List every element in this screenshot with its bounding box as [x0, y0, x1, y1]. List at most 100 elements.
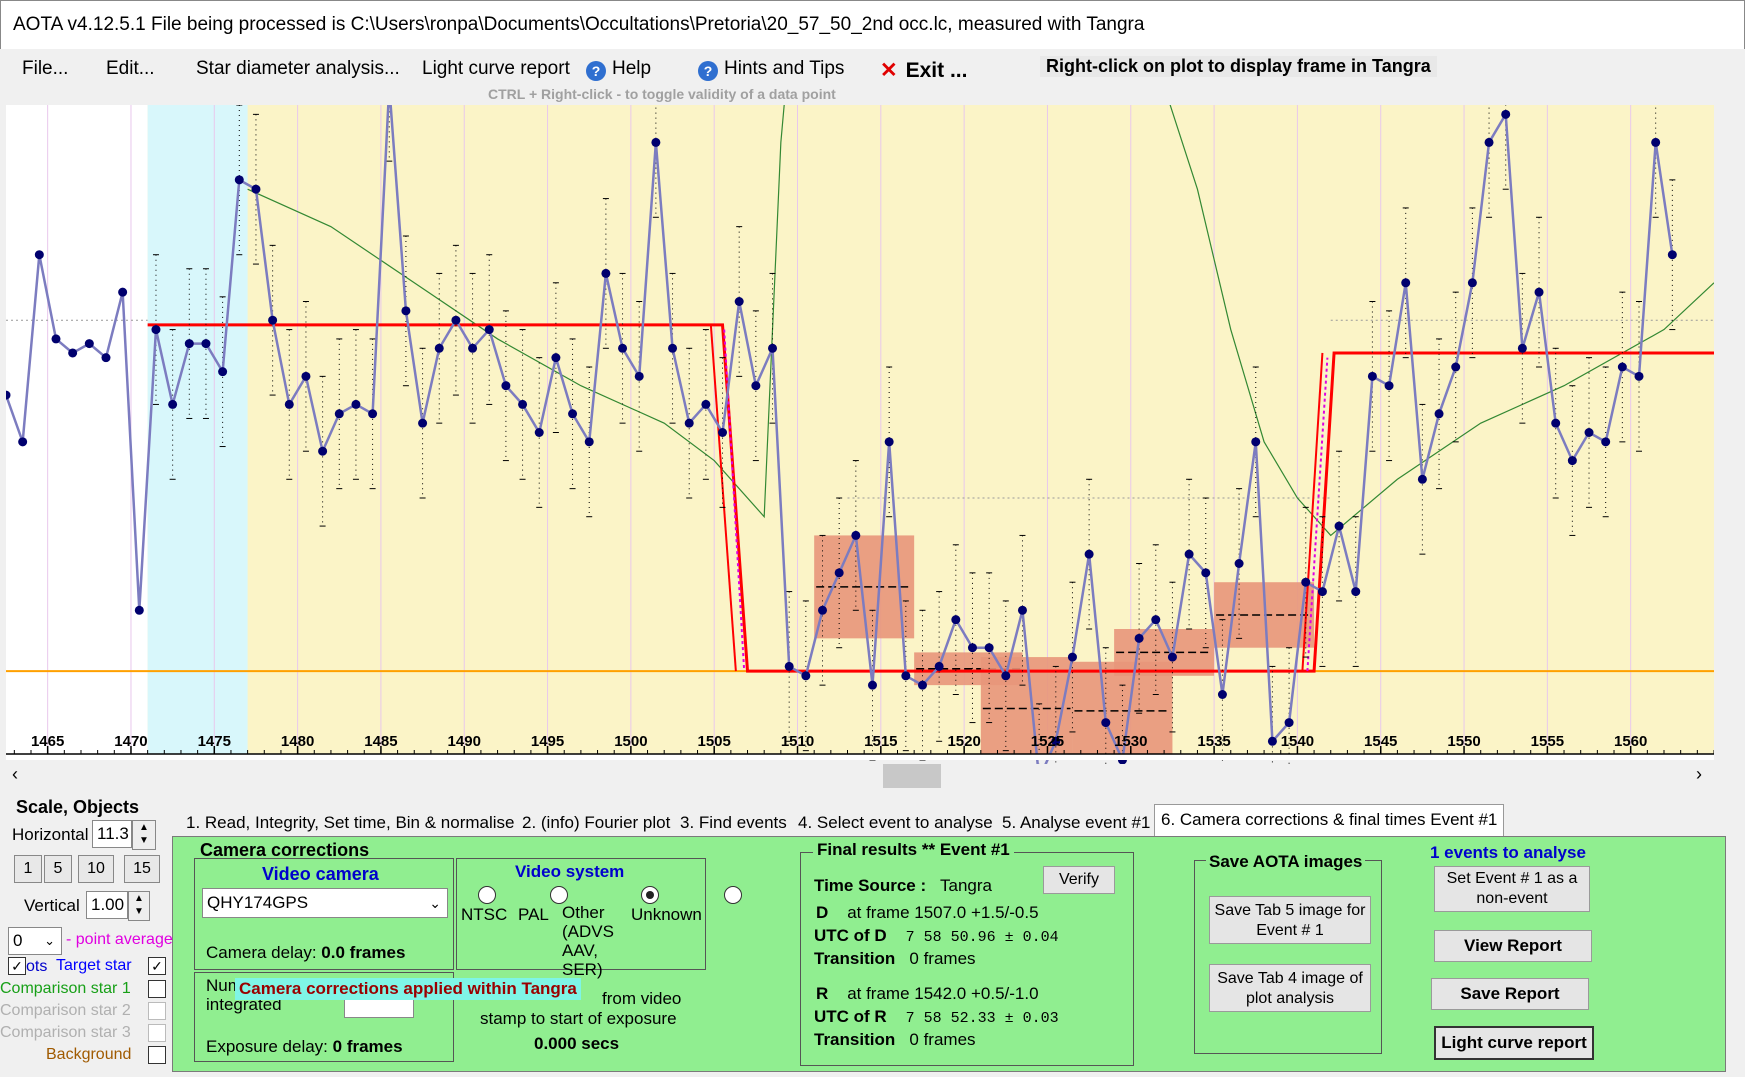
menu-file[interactable]: File... [22, 58, 69, 79]
comparison-star-1-checkbox[interactable] [148, 980, 166, 998]
tab-fourier-plot[interactable]: 2. (info) Fourier plot [522, 813, 671, 832]
data-point [451, 315, 461, 325]
horizontal-spinner-arrows-icon[interactable]: ▲ ▼ [132, 820, 156, 850]
save-images-title: Save AOTA images [1206, 852, 1366, 872]
tab-select-event[interactable]: 4. Select event to analyse [798, 813, 993, 832]
final-results-title: Final results ** Event #1 [813, 840, 1014, 860]
x-tick-label: 1485 [364, 733, 397, 750]
save-report-button[interactable]: Save Report [1431, 978, 1589, 1010]
data-point [751, 381, 761, 391]
menu-help[interactable]: ? Help [586, 58, 651, 81]
scroll-right-icon[interactable]: › [1696, 764, 1702, 784]
x-tick-label: 1550 [1447, 733, 1480, 750]
zoom-5-button[interactable]: 5 [44, 855, 72, 883]
scroll-left-icon[interactable]: ‹ [12, 764, 18, 784]
utc-r: UTC of R 7 58 52.33 ± 0.03 [814, 1007, 1059, 1027]
data-point [834, 568, 844, 578]
data-point [518, 399, 528, 409]
close-icon: ✕ [880, 59, 898, 82]
plots-checkbox[interactable]: ✓ [8, 957, 26, 975]
pal-radio[interactable] [549, 886, 568, 904]
data-point [234, 175, 244, 185]
data-point [734, 297, 744, 306]
data-point [984, 643, 994, 653]
ntsc-radio[interactable] [478, 886, 496, 904]
data-point [884, 437, 894, 447]
x-tick-label: 1490 [448, 733, 481, 750]
transition-r-value: 0 frames [909, 1030, 976, 1049]
horizontal-scale-input[interactable]: 11.3 [92, 820, 132, 848]
x-tick-label: 1475 [198, 733, 231, 750]
data-point [1384, 381, 1394, 391]
zoom-1-button[interactable]: 1 [14, 855, 42, 883]
scroll-thumb[interactable] [883, 764, 941, 788]
verify-button[interactable]: Verify [1043, 866, 1115, 894]
unknown-radio[interactable] [724, 886, 743, 904]
d-letter: D [816, 903, 829, 922]
data-point [84, 339, 94, 349]
background-checkbox[interactable] [148, 1046, 166, 1064]
data-point [818, 605, 828, 615]
vertical-scale-input[interactable]: 1.00 [86, 891, 128, 919]
tab-camera-corrections[interactable]: 6. Camera corrections & final times Even… [1154, 804, 1505, 837]
plot-scrollbar[interactable] [6, 764, 1714, 788]
comparison-star-3-checkbox[interactable] [148, 1024, 166, 1042]
data-point [301, 371, 311, 381]
data-point [1234, 559, 1244, 568]
data-point [1201, 568, 1211, 578]
zoom-15-button[interactable]: 15 [124, 855, 160, 883]
view-report-button[interactable]: View Report [1434, 930, 1592, 962]
menu-light-curve-report[interactable]: Light curve report [422, 58, 570, 79]
vertical-spinner-arrows-icon[interactable]: ▲ ▼ [128, 891, 150, 921]
data-point [1617, 362, 1627, 372]
data-point [1217, 690, 1227, 699]
target-star-checkbox[interactable]: ✓ [148, 957, 166, 975]
data-point [1567, 456, 1577, 466]
video-system-title: Video system [515, 862, 625, 881]
menu-edit[interactable]: Edit... [106, 58, 155, 79]
tab-analyse-event[interactable]: 5. Analyse event #1 [1002, 813, 1151, 832]
menu-hints[interactable]: ? Hints and Tips [698, 58, 844, 81]
utc-r-label: UTC of R [814, 1007, 887, 1026]
light-curve-report-button[interactable]: Light curve report [1434, 1026, 1594, 1060]
data-point [934, 661, 944, 671]
data-point [1601, 437, 1611, 447]
data-point [1501, 109, 1511, 119]
analysis-region [147, 105, 1714, 760]
tab-read-integrity[interactable]: 1. Read, Integrity, Set time, Bin & norm… [186, 813, 515, 832]
comparison-star-1-label: Comparison star 1 [0, 980, 131, 997]
save-tab5-button[interactable]: Save Tab 5 image for Event # 1 [1209, 896, 1371, 944]
save-tab4-button[interactable]: Save Tab 4 image of plot analysis [1209, 964, 1371, 1012]
transition-r-label: Transition [814, 1030, 896, 1049]
data-point [1417, 474, 1427, 484]
zoom-10-button[interactable]: 10 [78, 855, 114, 883]
data-point [701, 399, 711, 409]
events-count-title: 1 events to analyse [1430, 843, 1586, 862]
set-non-event-button[interactable]: Set Event # 1 as a non-event [1434, 866, 1590, 912]
data-point [867, 680, 877, 690]
exposure-delay-label-text: Exposure delay: [206, 1037, 328, 1056]
data-point [1667, 250, 1677, 260]
data-point [1301, 577, 1311, 587]
point-average-select[interactable]: 0 ⌄ [8, 927, 62, 955]
data-point [1001, 671, 1011, 681]
comparison-star-2-checkbox[interactable] [148, 1002, 166, 1020]
vertical-label: Vertical [24, 896, 80, 915]
camera-select[interactable]: QHY174GPS ⌄ [202, 888, 448, 918]
point-average-value: 0 [13, 931, 23, 950]
other-radio[interactable] [641, 886, 660, 904]
background-label: Background [46, 1046, 132, 1063]
transition-r: Transition 0 frames [814, 1030, 976, 1050]
x-tick-label: 1525 [1031, 733, 1064, 750]
data-point [551, 353, 561, 363]
ntsc-label: NTSC [461, 905, 508, 924]
camera-select-value: QHY174GPS [207, 893, 309, 912]
r-letter: R [816, 984, 829, 1003]
menu-star-diameter[interactable]: Star diameter analysis... [196, 58, 400, 79]
light-curve-plot[interactable]: 1465 1470 1475 1480 1485 1490 1495 1500 1505 1510… [6, 105, 1714, 764]
other-label: Other (ADVS AAV, SER) [562, 903, 614, 979]
x-tick-label: 1470 [114, 733, 147, 750]
tab-find-events[interactable]: 3. Find events [680, 813, 787, 832]
data-point [368, 409, 378, 419]
menu-exit[interactable]: ✕ Exit ... [880, 58, 967, 83]
